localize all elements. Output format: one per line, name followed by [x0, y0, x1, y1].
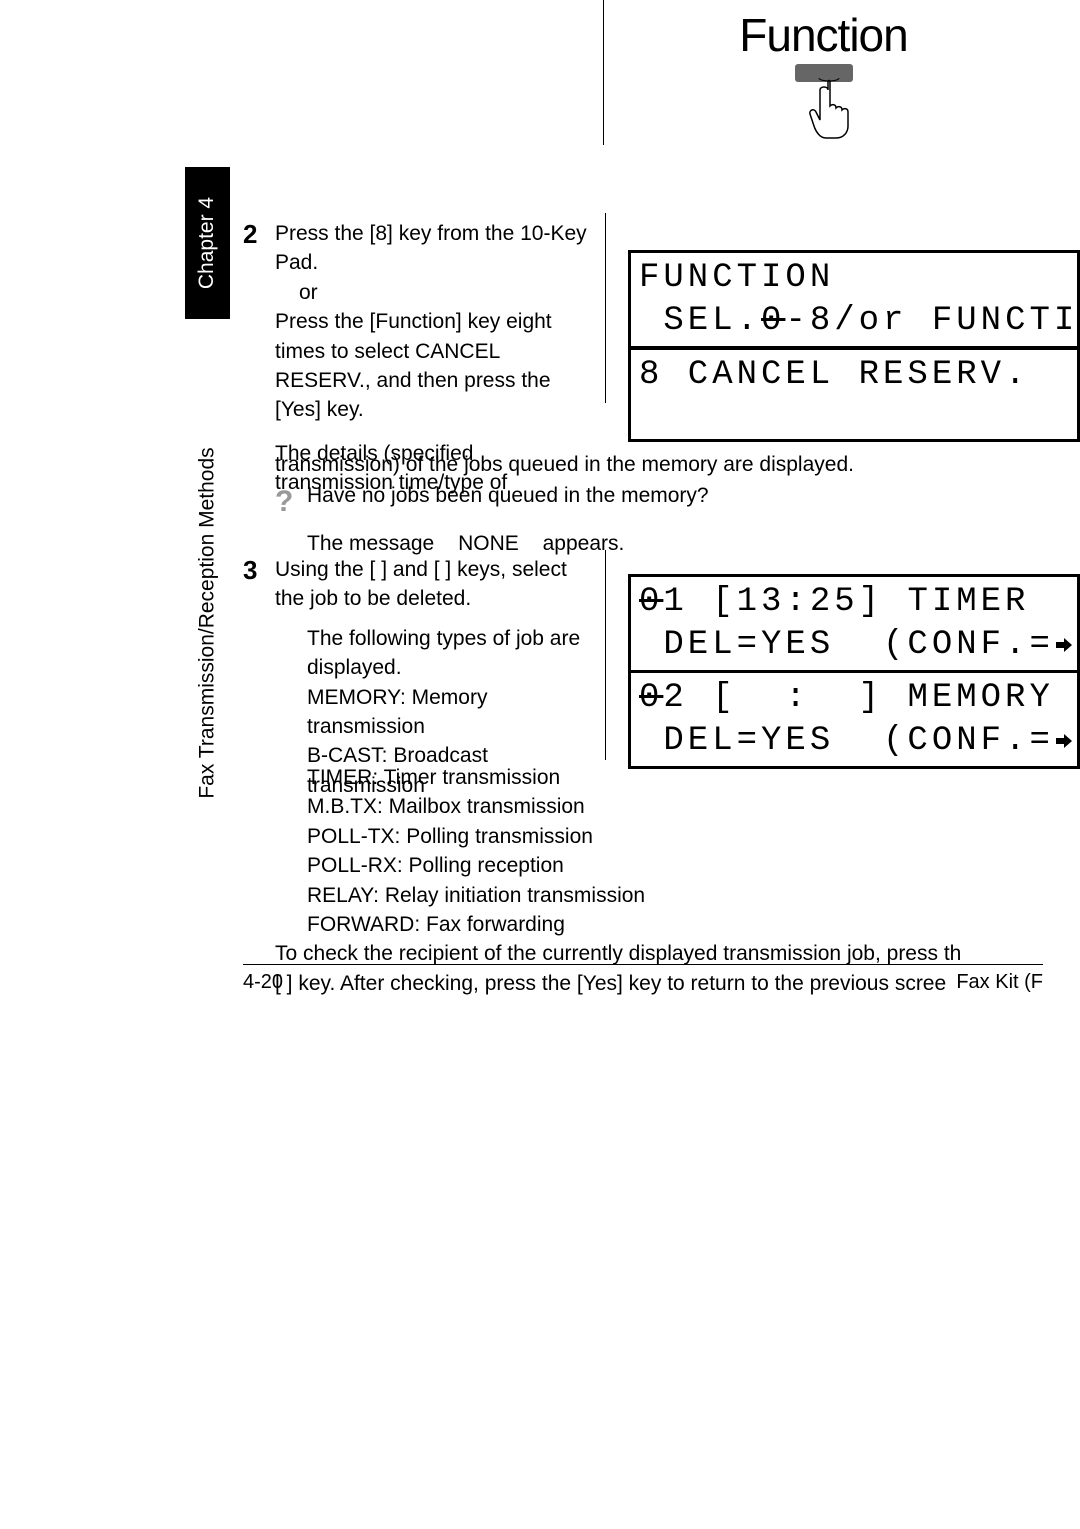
lcd-panel-step2: FUNCTION SEL.0-8/or FUNCTI 8 CANCEL RESE… — [605, 213, 1075, 403]
step-2-number: 2 — [243, 219, 275, 250]
step3-sub4: transmission — [307, 712, 580, 741]
lcd4-l1: 02 [ : ] MEMORY — [639, 679, 1054, 717]
lcd-job-1-timer: 01 [13:25] TIMER DEL=YES (CONF.= — [628, 574, 1080, 673]
lcd3-l2: DEL=YES (CONF.= — [639, 626, 1074, 664]
step-3-number: 3 — [243, 555, 275, 586]
step2-line5: times to select CANCEL — [275, 337, 587, 366]
right-arrow-icon — [1054, 731, 1074, 751]
step2-line4: Press the [Function] key eight — [275, 307, 587, 336]
step-2-continued: transmission) of the jobs queued in the … — [275, 450, 1065, 559]
step3-line2: the job to be deleted. — [275, 584, 580, 613]
lcd4-l2: DEL=YES (CONF.= — [639, 722, 1074, 760]
step2-line5b: CANCEL — [415, 340, 500, 363]
step3-line1: Using the [ ] and [ ] keys, select — [275, 555, 580, 584]
step2-line6b: , and then press the — [365, 369, 551, 392]
step3-sub11: RELAY: Relay initiation transmission — [307, 881, 1077, 910]
step2-line6a: RESERV. — [275, 369, 365, 392]
step2-line10: transmission) of the jobs queued in the … — [275, 450, 1065, 479]
chapter-tab-label: Chapter 4 — [196, 197, 220, 289]
chapter-tab: Chapter 4 — [185, 167, 230, 319]
page-footer: 4-20 Fax Kit (F — [243, 964, 1043, 994]
step3-sub2: displayed. — [307, 653, 580, 682]
lcd-panel-step3: 01 [13:25] TIMER DEL=YES (CONF.= 02 [ : … — [605, 550, 1075, 760]
lcd-cancel-reserv: 8 CANCEL RESERV. — [628, 347, 1080, 442]
step2-line2: Pad. — [275, 248, 587, 277]
side-section-label: Fax Transmission/Reception Methods — [185, 343, 230, 903]
side-section-text: Fax Transmission/Reception Methods — [196, 447, 220, 798]
footer-right-text: Fax Kit (F — [956, 971, 1043, 994]
step3-sub1: The following types of job are — [307, 624, 580, 653]
lcd-job-2-memory: 02 [ : ] MEMORY DEL=YES (CONF.= — [628, 670, 1080, 769]
lcd3-l1: 01 [13:25] TIMER — [639, 583, 1029, 621]
step3-sub10: POLL-RX: Polling reception — [307, 851, 1077, 880]
step-3-continued: TIMER: Timer transmission M.B.TX: Mailbo… — [307, 763, 1077, 998]
hand-press-icon — [800, 78, 860, 140]
step2-question-row: ? Have no jobs been queued in the memory… — [275, 481, 1065, 523]
lcd2-l1: 8 CANCEL RESERV. — [639, 356, 1029, 394]
step2-line5a: times to select — [275, 340, 415, 363]
step2-q1: Have no jobs been queued in the memory? — [307, 481, 709, 510]
step3-sub8: M.B.TX: Mailbox transmission — [307, 792, 1077, 821]
step2-ans1b: NONE — [458, 532, 519, 555]
step2-line3: or — [299, 278, 587, 307]
page-number: 4-20 — [243, 971, 283, 994]
step2-line1: Press the [8] key from the 10-Key — [275, 219, 587, 248]
step3-sub9: POLL-TX: Polling transmission — [307, 822, 1077, 851]
step3-sub12: FORWARD: Fax forwarding — [307, 910, 1077, 939]
step2-ans1a: The message — [307, 532, 440, 555]
step2-line7: [Yes] key. — [275, 395, 587, 424]
question-icon: ? — [275, 481, 299, 523]
function-key-illustration: Function — [603, 0, 1043, 145]
lcd-function-select: FUNCTION SEL.0-8/or FUNCTI — [628, 250, 1080, 349]
function-title: Function — [739, 8, 907, 62]
lcd1-l1: FUNCTION — [639, 259, 834, 297]
lcd1-l2: SEL.0-8/or FUNCTI — [639, 302, 1078, 340]
right-arrow-icon — [1054, 635, 1074, 655]
step3-sub3: MEMORY: Memory — [307, 683, 580, 712]
step2-line6: RESERV., and then press the — [275, 366, 587, 395]
